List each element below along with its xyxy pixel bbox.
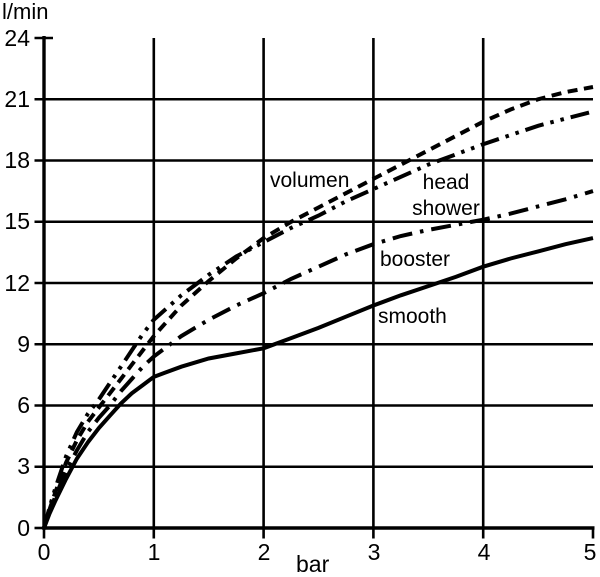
y-tick-label-0: 0	[17, 515, 30, 541]
x-tick-label-3: 3	[367, 539, 381, 565]
curve-label-booster: booster	[380, 248, 451, 271]
y-tick-label-15: 15	[4, 208, 30, 234]
curve-label-volumen: volumen	[270, 169, 350, 192]
y-tick-label-24: 24	[4, 25, 30, 51]
curve-label-smooth: smooth	[378, 305, 447, 328]
y-tick-label-21: 21	[4, 86, 30, 112]
x-tick-label-1: 1	[147, 539, 161, 565]
x-tick-label-0: 0	[37, 539, 51, 565]
y-tick-label-9: 9	[17, 331, 30, 357]
curve-head-shower	[42, 109, 594, 529]
y-tick-label-3: 3	[17, 453, 30, 479]
y-axis-label: l/min	[2, 0, 49, 24]
y-tick-label-6: 6	[17, 392, 30, 418]
y-tick-label-18: 18	[4, 147, 30, 173]
x-tick-label-2: 2	[257, 539, 271, 565]
curve-booster	[42, 189, 594, 529]
x-tick-label-4: 4	[477, 539, 491, 565]
curve-label-head-shower: head shower	[412, 171, 480, 220]
y-tick-label-12: 12	[4, 270, 30, 296]
x-tick-label-5: 5	[583, 539, 597, 565]
curve-smooth	[42, 236, 594, 529]
curve-volumen	[42, 85, 594, 529]
x-axis-label: bar	[296, 551, 330, 577]
